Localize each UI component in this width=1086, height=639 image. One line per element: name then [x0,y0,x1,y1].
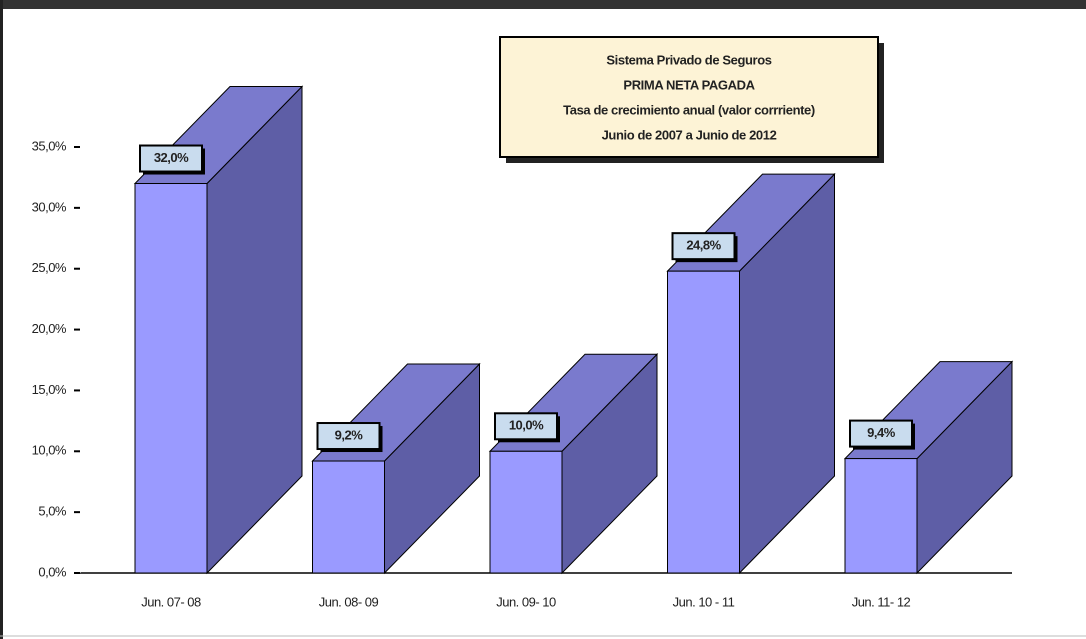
value-label: 9,4% [867,425,896,440]
y-tick-label: 20,0% [32,321,67,336]
x-tick-label: Jun. 11- 12 [852,594,911,609]
chart-title: Tasa de crecimiento anual (valor corrrie… [563,102,815,117]
y-tick-label: 5,0% [38,504,67,519]
left-border [0,0,3,639]
bar [489,450,563,574]
x-tick-label: Jun. 07- 08 [141,594,201,609]
y-tick-label: 10,0% [32,443,67,458]
value-label: 32,0% [154,150,189,165]
value-label-box [494,412,558,441]
x-tick-label: Jun. 09- 10 [496,594,556,609]
x-tick-label: Jun. 10 - 11 [673,594,735,609]
bar [667,270,740,574]
chart-title: PRIMA NETA PAGADA [623,77,755,92]
value-label-box [671,232,736,261]
value-label-box [139,144,203,173]
value-label: 24,8% [686,238,721,253]
y-tick-label: 0,0% [38,564,67,579]
y-tick-label: 15,0% [32,382,67,397]
top-border [0,0,1086,9]
y-tick-label: 30,0% [32,199,67,214]
bar [312,460,385,574]
bar [844,458,918,574]
title-box [499,36,879,158]
bar [134,183,208,574]
value-label-box [316,422,381,451]
y-tick-label: 35,0% [32,138,67,153]
value-label-box [849,419,913,448]
chart-title: Junio de 2007 a Junio de 2012 [602,127,777,142]
y-tick-label: 25,0% [32,260,67,275]
x-tick-label: Jun. 08- 09 [319,594,379,609]
chart-title: Sistema Privado de Seguros [606,52,771,67]
value-label: 9,2% [335,427,364,442]
value-label: 10,0% [509,418,544,433]
